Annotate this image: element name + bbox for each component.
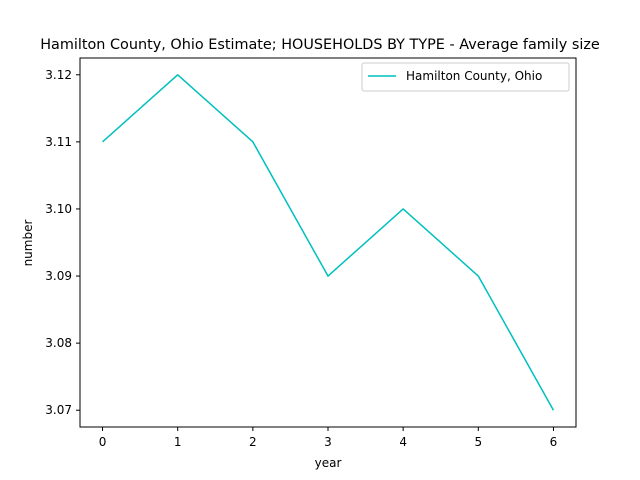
- y-tick-label: 3.09: [45, 269, 72, 283]
- x-tick-label: 1: [174, 435, 182, 449]
- legend-box: [361, 62, 570, 92]
- y-axis-label: number: [21, 220, 35, 267]
- legend-label-hamilton-county: Hamilton County, Ohio: [406, 69, 542, 83]
- plot-area-frame: [79, 57, 577, 428]
- series-line-hamilton-county: [102, 74, 555, 411]
- x-tick-label: 3: [324, 435, 332, 449]
- legend: Hamilton County, Ohio: [361, 62, 570, 92]
- x-tick-label: 4: [399, 435, 407, 449]
- y-tick-label: 3.10: [45, 202, 72, 216]
- y-tick-label: 3.07: [45, 403, 72, 417]
- y-tick-label: 3.12: [45, 68, 72, 82]
- x-axis: 0 1 2 3 4 5 6: [99, 427, 558, 449]
- y-axis: 3.07 3.08 3.09 3.10 3.11 3.12: [45, 68, 80, 417]
- chart-title: Hamilton County, Ohio Estimate; HOUSEHOL…: [40, 37, 600, 53]
- y-tick-label: 3.08: [45, 336, 72, 350]
- x-tick-label: 0: [99, 435, 107, 449]
- x-tick-label: 6: [550, 435, 558, 449]
- x-tick-label: 5: [474, 435, 482, 449]
- x-axis-label: year: [315, 456, 342, 470]
- y-tick-label: 3.11: [45, 135, 72, 149]
- x-tick-label: 2: [249, 435, 257, 449]
- series-layer: [102, 74, 555, 411]
